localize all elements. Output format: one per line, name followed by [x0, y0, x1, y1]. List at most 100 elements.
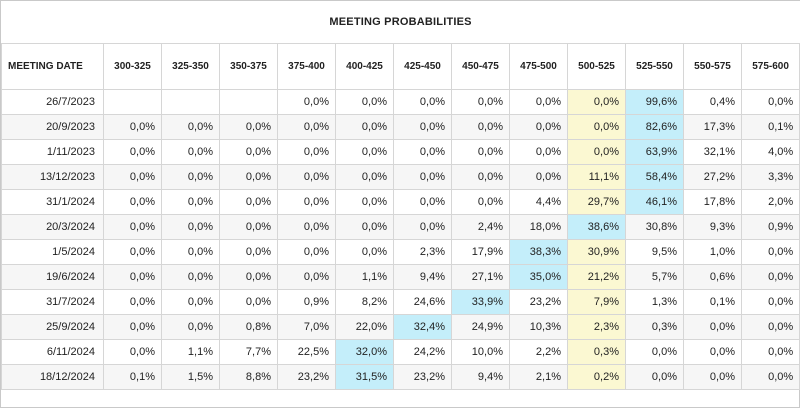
probability-cell: 0,0%	[451, 114, 510, 140]
probability-cell: 0,0%	[335, 139, 394, 165]
probability-cell: 7,0%	[277, 314, 336, 340]
probability-cell: 0,0%	[103, 239, 162, 265]
probability-cell: 0,0%	[740, 89, 800, 115]
probability-cell: 0,0%	[335, 164, 394, 190]
probability-cell: 0,0%	[277, 114, 336, 140]
probabilities-table: MEETING PROBABILITIES MEETING DATE 300-3…	[1, 1, 800, 390]
meeting-date-cell: 13/12/2023	[1, 164, 104, 190]
table-row: 31/7/2024 0,0% 0,0% 0,0% 0,9% 8,2% 24,6% 33,9% 2…	[1, 289, 800, 315]
table-row: 13/12/2023 0,0% 0,0% 0,0% 0,0% 0,0% 0,0% 0,0% 0,…	[1, 164, 800, 190]
probability-cell	[219, 89, 278, 115]
probability-cell: 0,0%	[509, 114, 568, 140]
table-row: 18/12/2024 0,1% 1,5% 8,8% 23,2% 31,5% 23,2% 9,4…	[1, 364, 800, 390]
probability-cell: 8,8%	[219, 364, 278, 390]
probability-cell: 0,0%	[740, 364, 800, 390]
probability-cell: 0,0%	[393, 139, 452, 165]
rate-range-header: 500-525	[567, 43, 626, 90]
probability-cell: 0,0%	[740, 339, 800, 365]
probability-cell: 0,0%	[451, 89, 510, 115]
probability-cell: 0,0%	[161, 214, 220, 240]
probability-cell: 2,3%	[393, 239, 452, 265]
probability-cell: 0,0%	[219, 139, 278, 165]
probability-cell: 27,1%	[451, 264, 510, 290]
probability-cell: 0,0%	[161, 114, 220, 140]
probability-cell: 0,0%	[103, 214, 162, 240]
probability-cell: 0,0%	[103, 164, 162, 190]
table-row: 25/9/2024 0,0% 0,0% 0,8% 7,0% 22,0% 32,4% 24,9%…	[1, 314, 800, 340]
probability-cell: 0,0%	[161, 264, 220, 290]
probability-cell: 0,0%	[219, 164, 278, 190]
probability-cell: 1,0%	[683, 239, 742, 265]
probability-cell: 7,9%	[567, 289, 626, 315]
meeting-date-cell: 20/9/2023	[1, 114, 104, 140]
probability-cell: 27,2%	[683, 164, 742, 190]
probability-cell: 8,2%	[335, 289, 394, 315]
meeting-date-header: MEETING DATE	[1, 43, 104, 90]
probability-cell: 0,1%	[103, 364, 162, 390]
rate-range-header: 375-400	[277, 43, 336, 90]
probability-cell: 0,1%	[683, 289, 742, 315]
probability-cell: 0,0%	[393, 214, 452, 240]
rate-range-header: 400-425	[335, 43, 394, 90]
rate-range-header: 325-350	[161, 43, 220, 90]
probability-cell: 0,0%	[393, 114, 452, 140]
rate-range-header: 525-550	[625, 43, 684, 90]
meeting-date-cell: 1/11/2023	[1, 139, 104, 165]
probability-cell: 0,0%	[277, 164, 336, 190]
probability-cell: 38,3%	[509, 239, 568, 265]
probability-cell: 17,8%	[683, 189, 742, 215]
probability-cell: 0,0%	[740, 239, 800, 265]
probability-cell: 11,1%	[567, 164, 626, 190]
probability-cell: 0,0%	[103, 314, 162, 340]
probability-cell: 0,0%	[103, 114, 162, 140]
probability-cell: 5,7%	[625, 264, 684, 290]
probability-cell: 0,0%	[335, 114, 394, 140]
probability-cell: 63,9%	[625, 139, 684, 165]
probability-cell: 0,0%	[161, 164, 220, 190]
probability-cell: 4,4%	[509, 189, 568, 215]
probability-cell: 0,0%	[161, 139, 220, 165]
probability-cell: 23,2%	[393, 364, 452, 390]
probability-cell: 0,8%	[219, 314, 278, 340]
rate-range-header: 350-375	[219, 43, 278, 90]
table-body: 26/7/2023 0,0% 0,0% 0,0% 0,0% 0,0% 0,0% 99,6% 0,…	[1, 89, 800, 390]
probability-cell: 0,0%	[277, 239, 336, 265]
probability-cell: 46,1%	[625, 189, 684, 215]
probability-cell: 2,4%	[451, 214, 510, 240]
meeting-date-cell: 26/7/2023	[1, 89, 104, 115]
probability-cell	[161, 89, 220, 115]
probability-cell: 0,0%	[277, 214, 336, 240]
probability-cell: 0,0%	[740, 314, 800, 340]
meeting-date-cell: 31/1/2024	[1, 189, 104, 215]
table-title: MEETING PROBABILITIES	[1, 1, 800, 44]
table-row: 26/7/2023 0,0% 0,0% 0,0% 0,0% 0,0% 0,0% 99,6% 0,…	[1, 89, 800, 115]
probability-cell: 0,0%	[451, 139, 510, 165]
probability-cell: 0,0%	[103, 139, 162, 165]
meeting-date-cell: 1/5/2024	[1, 239, 104, 265]
probability-cell: 0,0%	[625, 339, 684, 365]
probability-cell: 0,0%	[625, 364, 684, 390]
probability-cell: 0,0%	[393, 164, 452, 190]
probability-cell: 0,0%	[219, 239, 278, 265]
probability-cell: 23,2%	[277, 364, 336, 390]
probability-cell: 0,0%	[567, 139, 626, 165]
table-row: 31/1/2024 0,0% 0,0% 0,0% 0,0% 0,0% 0,0% 0,0% 4,4…	[1, 189, 800, 215]
table-row: 1/11/2023 0,0% 0,0% 0,0% 0,0% 0,0% 0,0% 0,0% 0,0…	[1, 139, 800, 165]
probability-cell: 33,9%	[451, 289, 510, 315]
probability-cell: 0,0%	[277, 139, 336, 165]
rate-range-header: 550-575	[683, 43, 742, 90]
probability-cell: 22,0%	[335, 314, 394, 340]
rate-range-header: 475-500	[509, 43, 568, 90]
probability-cell: 0,0%	[103, 289, 162, 315]
probability-cell: 0,0%	[683, 364, 742, 390]
probability-cell: 0,0%	[509, 139, 568, 165]
probability-cell: 24,2%	[393, 339, 452, 365]
probability-cell: 0,9%	[740, 214, 800, 240]
probability-cell: 32,0%	[335, 339, 394, 365]
probability-cell: 7,7%	[219, 339, 278, 365]
probability-cell: 0,0%	[161, 189, 220, 215]
meeting-date-cell: 19/6/2024	[1, 264, 104, 290]
probability-cell: 0,0%	[451, 189, 510, 215]
meeting-date-cell: 6/11/2024	[1, 339, 104, 365]
